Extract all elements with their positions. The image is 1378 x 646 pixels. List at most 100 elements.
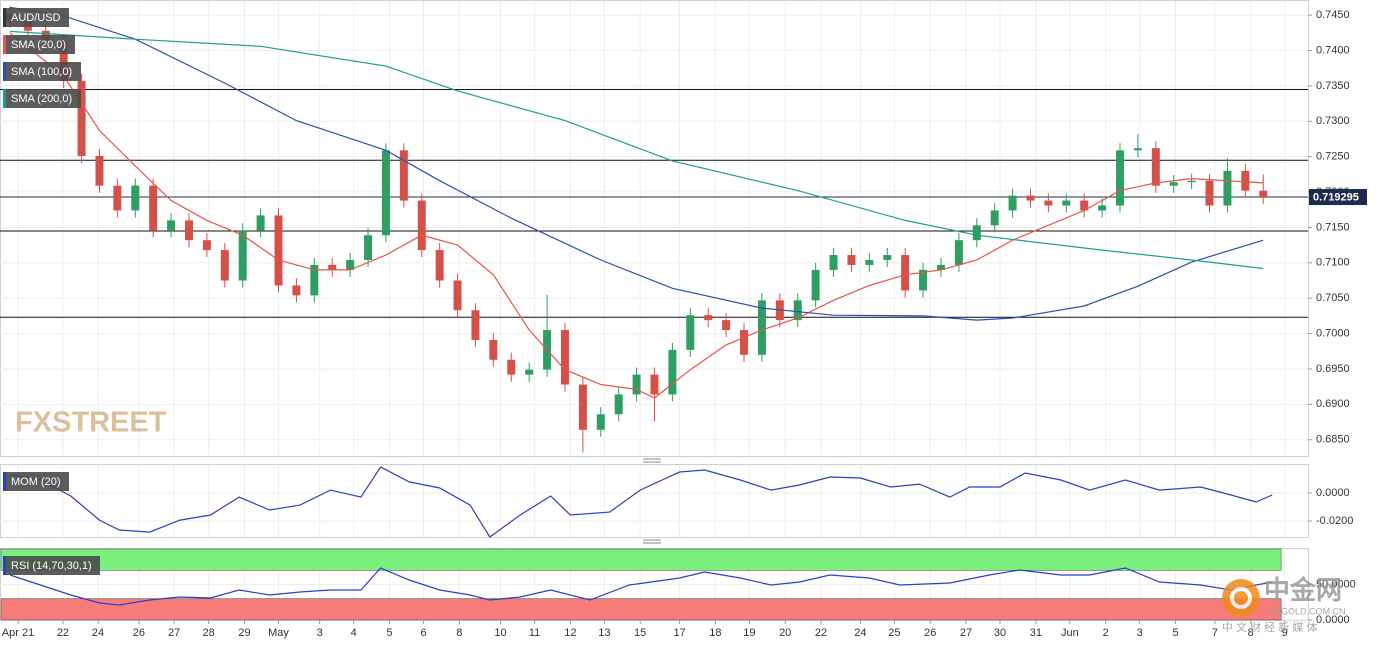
brand-watermark: FXSTREET [15, 407, 167, 439]
site-watermark: 中金网 CNGOLD.COM.CN 中 文 财 经 新 媒 体 [1222, 575, 1346, 634]
panels [0, 0, 1309, 621]
candle-body [346, 259, 355, 270]
legend-entry: SMA (200,0) [3, 89, 81, 108]
legend-entry: MOM (20) [3, 472, 69, 491]
series-line [9, 466, 1273, 538]
y-tick-label: -0.0200 [1316, 515, 1353, 527]
x-tick-label: May [268, 627, 289, 639]
candle-body [167, 220, 176, 231]
x-tick-label: 3 [317, 627, 323, 639]
candle-body [811, 269, 820, 301]
y-tick-label: 0.7450 [1316, 9, 1350, 21]
candle-body [1187, 180, 1196, 183]
x-tick-label: 18 [709, 627, 721, 639]
candle-body [829, 255, 838, 270]
candle-body [919, 269, 928, 291]
candle-body [1151, 148, 1160, 186]
x-tick-label: 29 [238, 627, 250, 639]
candle-body [399, 150, 408, 201]
legend-swatch [3, 35, 6, 54]
candle-body [757, 300, 766, 355]
candle-body [238, 230, 247, 281]
candle-body [722, 320, 731, 331]
candle-body [865, 259, 874, 265]
x-tick-label: 2 [1103, 627, 1109, 639]
candle-body [650, 374, 659, 395]
x-tick-label: 24 [854, 627, 866, 639]
x-tick-label: 24 [92, 627, 104, 639]
y-tick-label: 0.0000 [1316, 487, 1350, 499]
legend-swatch [3, 472, 6, 491]
legend-label: AUD/USD [11, 12, 61, 24]
band [0, 548, 1282, 571]
y-tick-label: 0.6900 [1316, 398, 1350, 410]
candle-body [59, 41, 68, 81]
x-tick-label: 27 [168, 627, 180, 639]
x-tick-label: Apr 21 [2, 627, 34, 639]
candle-body [668, 349, 677, 395]
x-tick-label: 9 [1282, 627, 1288, 639]
candle-body [686, 315, 695, 350]
candle-body [1044, 200, 1053, 206]
site-tagline: 中 文 财 经 新 媒 体 [1222, 620, 1317, 634]
panel-frame [0, 464, 1309, 538]
candle-body [596, 414, 605, 430]
series-line [9, 32, 1264, 399]
x-tick-label: 20 [779, 627, 791, 639]
y-tick-label: 0.7250 [1316, 151, 1350, 163]
candle-body [954, 240, 963, 265]
candle-body [328, 264, 337, 270]
x-tick-label: 12 [564, 627, 576, 639]
y-tick-label: 0.7400 [1316, 44, 1350, 56]
candle-body [184, 220, 193, 241]
y-tick-label: 0.6950 [1316, 363, 1350, 375]
candle-body [489, 339, 498, 360]
candle-body [990, 210, 999, 226]
legend-entry: SMA (20,0) [3, 35, 75, 54]
legend-swatch [3, 8, 6, 27]
site-name: 中金网 [1264, 575, 1342, 605]
candle-body [113, 185, 122, 211]
legend-swatch [3, 556, 6, 575]
candle-body [1259, 190, 1268, 198]
last-price-label: 0.719295 [1313, 191, 1359, 203]
legend-entry: RSI (14,70,30,1) [3, 556, 100, 575]
band [0, 598, 1282, 621]
candle-body [364, 235, 373, 260]
legend-box [3, 35, 75, 54]
candle-body [560, 330, 569, 385]
candle-body [525, 369, 534, 375]
x-tick-label: 15 [634, 627, 646, 639]
x-tick-label: Jun [1061, 627, 1079, 639]
candle-body [131, 185, 140, 211]
candle-body [614, 394, 623, 415]
x-tick-label: 13 [598, 627, 610, 639]
legend-swatch [3, 62, 6, 81]
series-line [9, 6, 1264, 321]
x-tick-label: 5 [1172, 627, 1178, 639]
logo-circle [1222, 579, 1260, 617]
x-tick-label: 19 [743, 627, 755, 639]
y-tick-label: 0.6850 [1316, 434, 1350, 446]
legend-label: RSI (14,70,30,1) [11, 560, 92, 572]
y-tick-label: 0.7350 [1316, 80, 1350, 92]
candle-body [1008, 195, 1017, 211]
legend-label: SMA (20,0) [11, 39, 66, 51]
candle-body [471, 310, 480, 340]
plot-layer: 0.74500.74000.73500.73000.72500.72000.71… [0, 6, 1367, 639]
legend-swatch [3, 89, 6, 108]
y-tick-label: 0.7000 [1316, 327, 1350, 339]
candle-body [793, 300, 802, 321]
candle-body [1169, 182, 1178, 186]
x-tick-label: 8 [456, 627, 462, 639]
legend-entry: AUD/USD [3, 8, 69, 27]
candle-body [972, 225, 981, 241]
candle-body [936, 264, 945, 270]
site-domain: CNGOLD.COM.CN [1268, 606, 1346, 616]
legend-box [3, 556, 100, 575]
legend-box [3, 8, 69, 27]
candle-body [507, 359, 516, 375]
x-tick-label: 26 [924, 627, 936, 639]
candle-body [1223, 170, 1232, 206]
candle-body [740, 330, 749, 355]
